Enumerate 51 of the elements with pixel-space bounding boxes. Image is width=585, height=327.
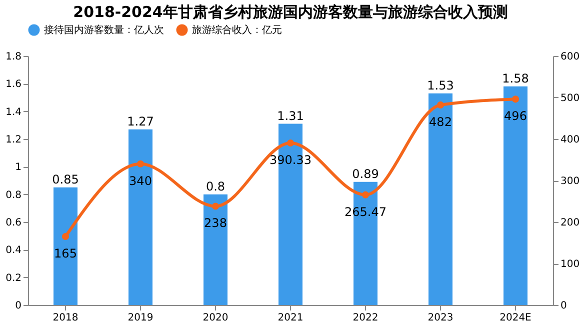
y2-tick-label: 500 [560, 93, 580, 104]
y-tick-label: 0.6 [6, 218, 22, 228]
data-label: 165 [54, 246, 77, 261]
x-tick-label: 2023 [428, 312, 454, 324]
x-tick-label: 2018 [52, 312, 78, 324]
y2-tick-label: 400 [560, 134, 580, 146]
data-label: 1.31 [277, 108, 304, 123]
y-tick-label: 1 [15, 162, 22, 174]
data-label: 238 [204, 216, 227, 230]
point [212, 202, 220, 210]
data-label: 496 [504, 109, 527, 124]
bar [204, 194, 228, 305]
legend-label: 接待国内游客数量：亿人次 [44, 24, 164, 36]
bar [504, 86, 528, 305]
chart-title: 2018-2024年甘肃省乡村旅游国内游客数量与旅游综合收入预测 [73, 3, 508, 21]
point [136, 160, 144, 168]
point [436, 101, 444, 108]
y2-tick-label: 100 [560, 259, 580, 270]
y-tick-label: 1.6 [6, 79, 22, 90]
bar [428, 93, 452, 305]
x-tick-label: 2020 [202, 312, 228, 324]
y2-tick-label: 200 [560, 218, 580, 228]
point [286, 139, 294, 147]
bar [54, 187, 78, 305]
y2-tick-label: 0 [560, 300, 567, 312]
data-label: 0.89 [352, 166, 379, 181]
y-tick-label: 0 [15, 300, 22, 312]
legend-label: 旅游综合收入：亿元 [192, 24, 282, 36]
point [512, 96, 520, 103]
y-tick-label: 0.4 [6, 245, 22, 256]
data-label: 1.53 [427, 78, 454, 92]
x-tick-label: 2021 [278, 312, 304, 324]
data-label: 340 [129, 174, 152, 188]
point [362, 191, 370, 198]
x-tick-label: 2024E [500, 312, 532, 324]
data-label: 0.85 [52, 172, 79, 186]
point [62, 232, 70, 240]
y-tick-label: 1.8 [6, 52, 22, 62]
bar [128, 129, 152, 305]
x-tick-label: 2019 [128, 312, 154, 324]
data-label: 482 [429, 114, 452, 129]
y-tick-label: 0.8 [6, 190, 22, 201]
y-tick-label: 1.4 [6, 106, 22, 118]
y2-tick-label: 600 [560, 52, 580, 62]
y-tick-label: 0.2 [6, 272, 22, 284]
x-tick-label: 2022 [352, 312, 378, 324]
y2-tick-label: 300 [560, 176, 580, 187]
data-label: 1.27 [127, 114, 154, 128]
data-label: 0.8 [206, 179, 226, 194]
y-tick-label: 1.2 [6, 134, 22, 146]
data-label: 1.58 [502, 71, 529, 86]
